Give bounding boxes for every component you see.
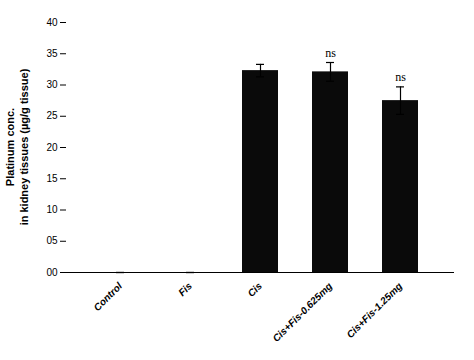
svg-text:20: 20 — [46, 142, 58, 153]
svg-text:35: 35 — [46, 48, 58, 59]
svg-text:Fis: Fis — [176, 280, 194, 298]
svg-text:15: 15 — [46, 173, 58, 184]
svg-text:30: 30 — [46, 79, 58, 90]
svg-text:Cis: Cis — [245, 280, 264, 299]
svg-text:10: 10 — [46, 204, 58, 215]
svg-text:05: 05 — [46, 235, 58, 246]
svg-text:Control: Control — [91, 280, 124, 313]
svg-text:40: 40 — [46, 17, 58, 28]
svg-text:ns: ns — [325, 46, 336, 60]
svg-text:25: 25 — [46, 110, 58, 121]
svg-text:Cis+Fis-0.625mg: Cis+Fis-0.625mg — [270, 280, 334, 344]
svg-text:Cis+Fis-1.25mg: Cis+Fis-1.25mg — [344, 280, 404, 340]
svg-text:ns: ns — [395, 70, 406, 84]
svg-text:00: 00 — [46, 267, 58, 278]
svg-text:Platinum conc.in kidney tissue: Platinum conc.in kidney tissues (µg/g ti… — [4, 68, 30, 225]
